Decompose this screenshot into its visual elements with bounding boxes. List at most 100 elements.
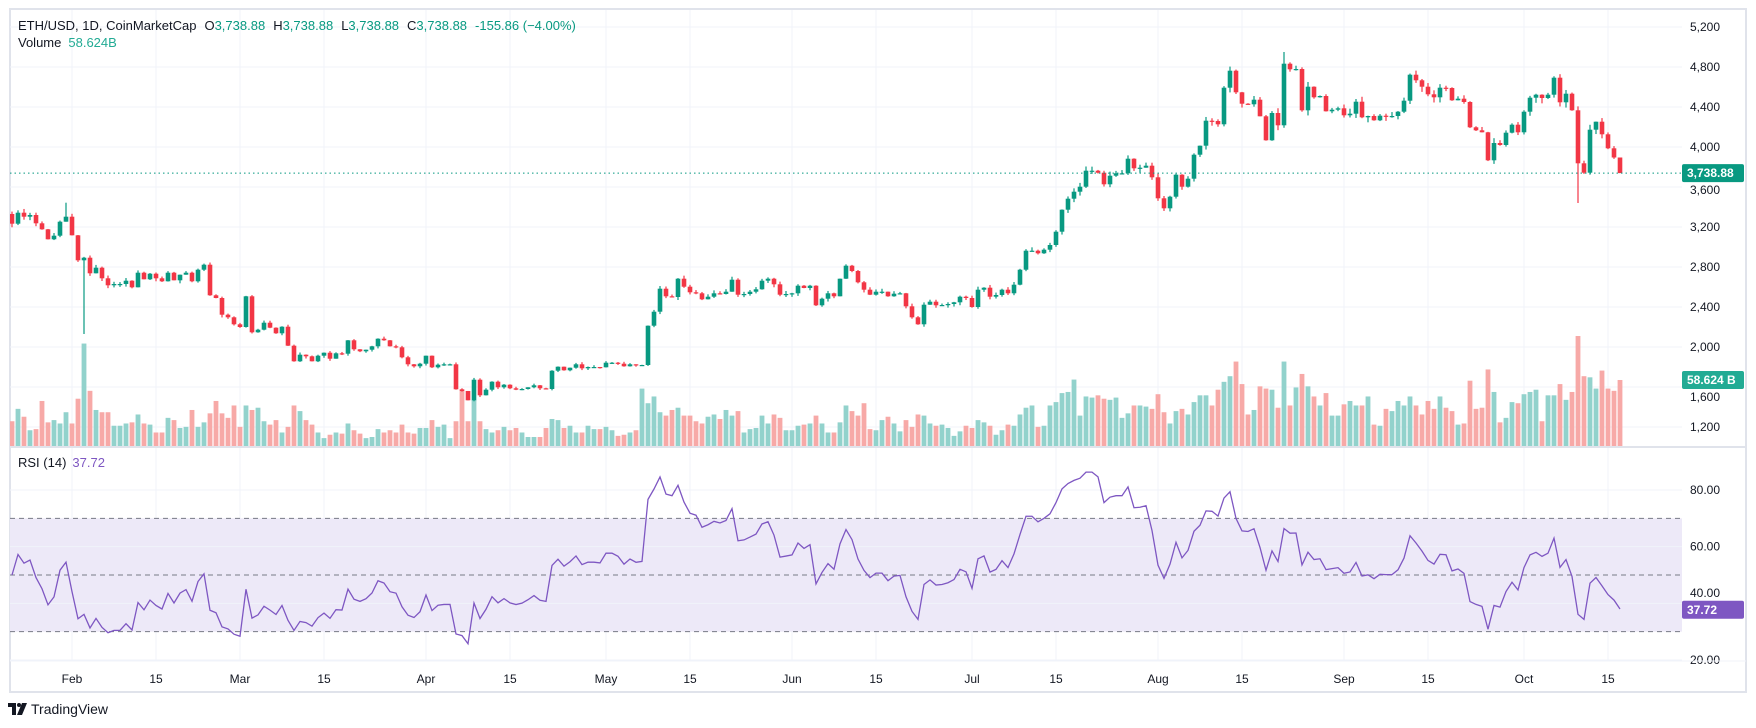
candle-body — [465, 391, 471, 401]
rsi-label[interactable]: RSI (14) — [18, 455, 67, 470]
volume-bar — [1035, 426, 1041, 446]
volume-bar — [105, 412, 111, 446]
candle-body — [345, 340, 351, 354]
volume-bar — [1599, 370, 1605, 446]
volume-bar — [21, 416, 27, 446]
volume-bar — [489, 432, 495, 446]
volume-bar — [1119, 417, 1125, 446]
volume-bar — [1221, 381, 1227, 446]
volume-bar — [81, 343, 87, 446]
volume-bar — [1419, 414, 1425, 446]
volume-bar — [165, 417, 171, 446]
candle-body — [843, 265, 849, 279]
volume-bar — [309, 424, 315, 446]
volume-bar — [285, 426, 291, 446]
volume-bar — [819, 423, 825, 446]
high-label: H — [273, 18, 283, 33]
candle-body — [237, 324, 243, 327]
volume-bar — [1533, 389, 1539, 446]
candle-body — [1209, 120, 1215, 122]
volume-bar — [243, 405, 249, 446]
candle-body — [1161, 198, 1167, 209]
time-axis-label: 15 — [869, 672, 883, 686]
volume-bar — [1293, 387, 1299, 446]
time-axis-label: Jun — [782, 672, 801, 686]
volume-bar — [225, 417, 231, 446]
candle-body — [339, 353, 345, 355]
candle-body — [807, 285, 813, 288]
candle-body — [1059, 209, 1065, 232]
candle-body — [1317, 96, 1323, 98]
candle-body — [75, 235, 81, 261]
candle-body — [891, 293, 897, 297]
candle-body — [1593, 121, 1599, 130]
volume-bar — [207, 413, 213, 446]
candle-body — [1023, 250, 1029, 270]
time-axis-label: Mar — [230, 672, 251, 686]
tradingview-wordmark: TradingView — [31, 701, 109, 717]
time-axis-label: 15 — [683, 672, 697, 686]
candle-body — [945, 304, 951, 306]
candle-body — [105, 278, 111, 286]
volume-bar — [75, 398, 81, 446]
volume-bar — [1365, 396, 1371, 446]
candle-body — [1035, 250, 1041, 254]
candle-body — [735, 279, 741, 295]
volume-label[interactable]: Volume — [18, 35, 62, 50]
candle-body — [1221, 87, 1227, 125]
candle-body — [135, 272, 141, 288]
volume-bar — [471, 399, 477, 446]
volume-bar — [795, 425, 801, 446]
volume-bar — [663, 415, 669, 446]
symbol-title[interactable]: ETH/USD, 1D, CoinMarketCap — [18, 18, 197, 33]
volume-bar — [465, 421, 471, 446]
rsi-line — [11, 471, 1621, 646]
volume-bar — [183, 426, 189, 446]
candle-body — [1263, 116, 1269, 141]
volume-bar — [783, 430, 789, 446]
volume-bar — [195, 426, 201, 446]
volume-bar — [429, 420, 435, 446]
candle-body — [1041, 249, 1047, 254]
candle-body — [129, 280, 135, 288]
candle-body — [327, 352, 333, 359]
volume-bar — [861, 403, 867, 446]
candle-body — [411, 364, 417, 367]
volume-bar — [1491, 391, 1497, 446]
volume-bar — [831, 432, 837, 446]
candle-body — [1413, 74, 1419, 81]
rsi-axis-label: 20.00 — [1690, 653, 1720, 667]
volume-bar — [591, 429, 597, 446]
candle-body — [1563, 93, 1569, 103]
volume-bar — [123, 423, 129, 446]
volume-bar — [63, 412, 69, 446]
volume-bar — [507, 430, 513, 446]
tradingview-logo[interactable]: TradingView — [8, 701, 108, 717]
volume-bar — [441, 424, 447, 446]
volume-bar — [1173, 411, 1179, 446]
candle-body — [243, 296, 249, 327]
candle-body — [1011, 284, 1017, 294]
candle-body — [1047, 245, 1053, 250]
candle-body — [1383, 115, 1389, 117]
volume-bar — [957, 431, 963, 446]
candle-body — [21, 212, 27, 217]
volume-bar — [231, 405, 237, 446]
volume-bar — [945, 427, 951, 446]
volume-bar — [843, 405, 849, 446]
volume-bar — [657, 412, 663, 446]
candle-body — [597, 367, 603, 369]
volume-bar — [1203, 395, 1209, 446]
volume-bar — [303, 420, 309, 446]
volume-bar — [1227, 376, 1233, 446]
price-axis-label: 2,400 — [1690, 300, 1720, 314]
volume-bar — [111, 425, 117, 446]
candle-body — [567, 367, 573, 371]
candle-body — [309, 356, 315, 362]
volume-bar — [891, 423, 897, 446]
volume-bar — [1179, 408, 1185, 446]
time-axis-label: Aug — [1147, 672, 1168, 686]
candle-body — [1029, 250, 1035, 252]
volume-bar — [975, 420, 981, 446]
